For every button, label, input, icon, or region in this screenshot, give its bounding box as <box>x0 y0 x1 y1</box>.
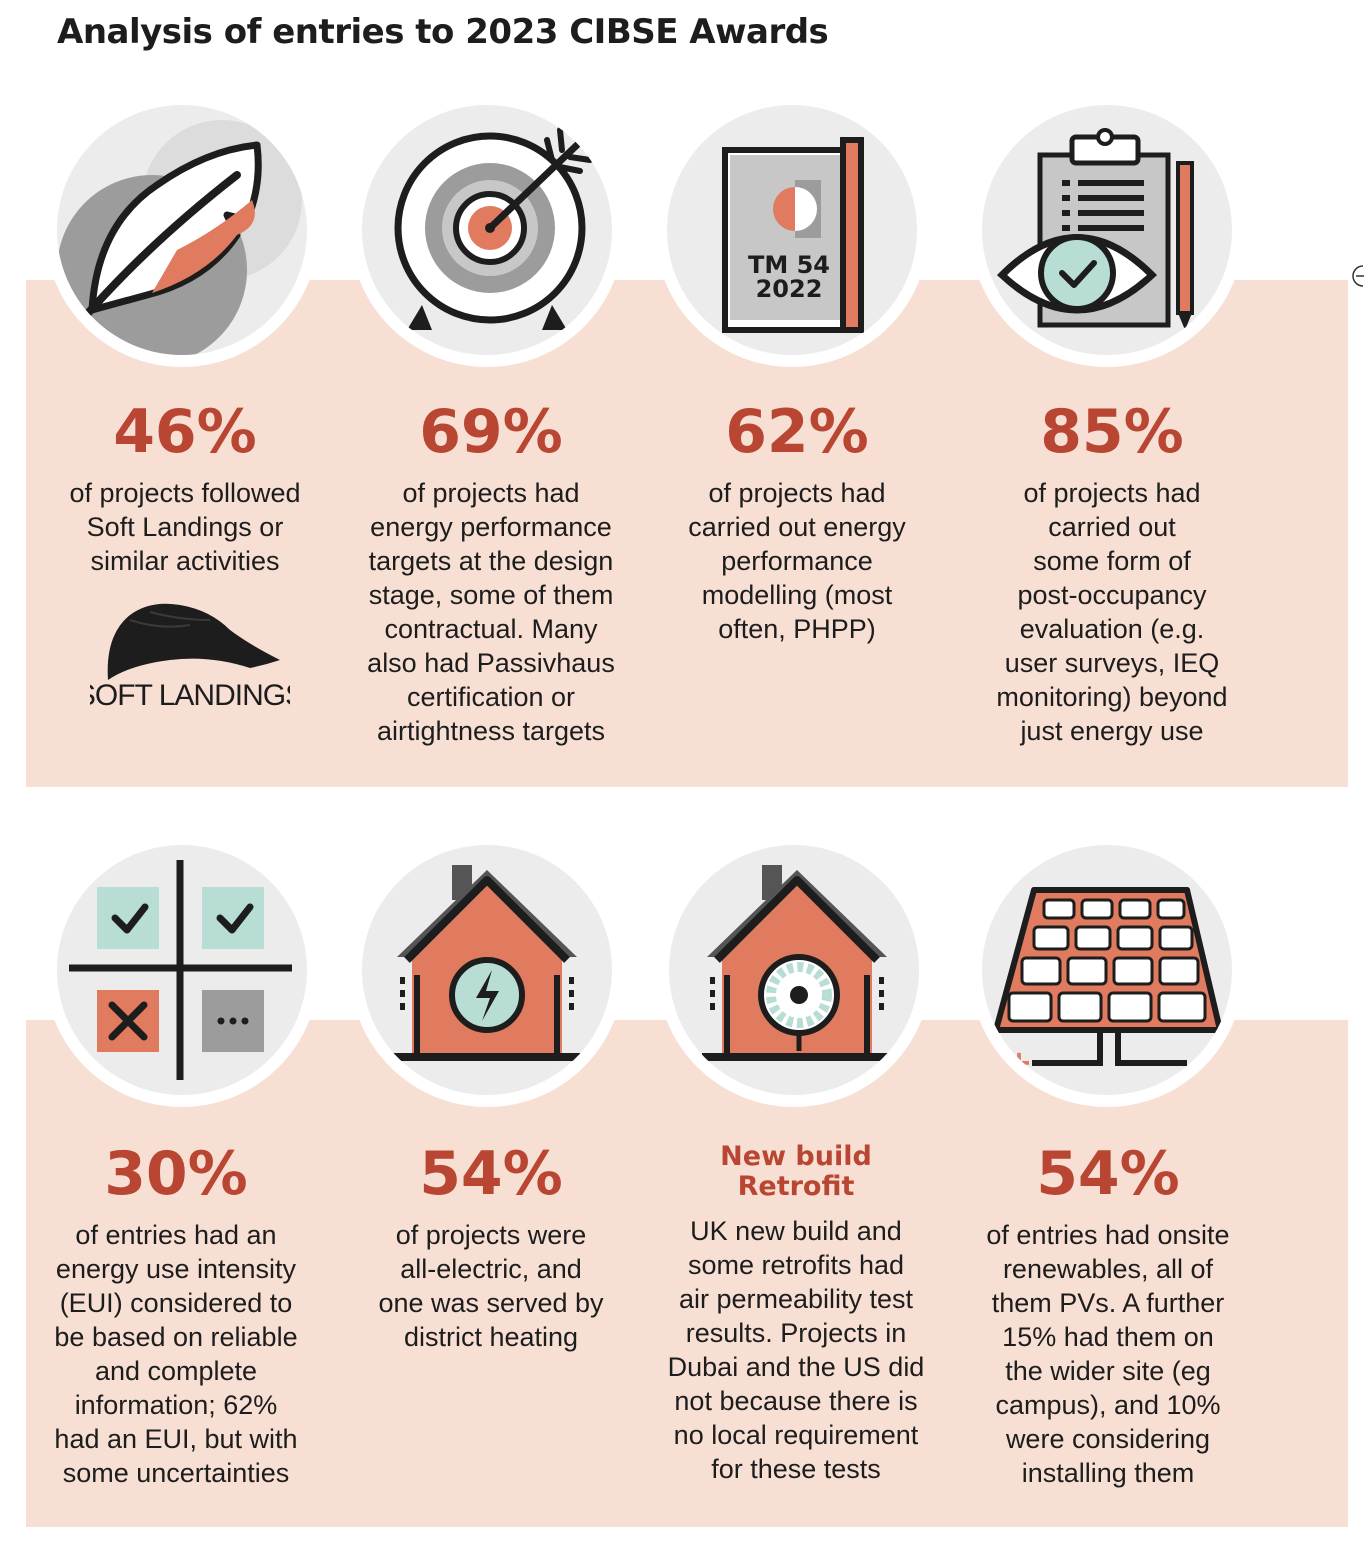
target-icon <box>394 127 593 330</box>
solar-panel-icon-circle: + − <box>970 833 1244 1107</box>
feather-icon <box>57 120 302 355</box>
stat-heading-line1: New build <box>720 1141 872 1172</box>
page-title: Analysis of entries to 2023 CIBSE Awards <box>57 12 829 52</box>
stat-description: of projects followed Soft Landings or si… <box>69 478 301 576</box>
stat-value: 46% <box>113 397 257 467</box>
stat-energy-modelling: 62% of projects had carried out energy p… <box>647 400 947 646</box>
clipboard-eye-icon-circle <box>970 93 1244 367</box>
stat-value: 85% <box>1040 397 1184 467</box>
stat-description: of projects had energy performance targe… <box>367 478 615 746</box>
solar-panel-icon: + − <box>993 887 1223 1081</box>
stat-post-occupancy: 85% of projects had carried out some for… <box>962 400 1262 748</box>
book-title-line2: 2022 <box>756 275 823 303</box>
stat-value: 54% <box>419 1139 563 1209</box>
soft-landings-logo: SOFT LANDINGS <box>90 603 290 712</box>
electric-house-icon-circle <box>350 833 624 1107</box>
checklist-grid-icon <box>69 860 292 1080</box>
target-icon-circle <box>350 93 624 367</box>
feather-icon-circle <box>45 93 319 367</box>
edge-mark-icon <box>1352 265 1364 287</box>
stat-all-electric: 54% of projects were all-electric, and o… <box>341 1142 641 1354</box>
book-icon-circle: TM 54 2022 <box>655 93 929 367</box>
stat-description: UK new build and some retrofits had air … <box>667 1216 925 1484</box>
checklist-grid-icon-circle <box>45 833 319 1107</box>
stat-value: 69% <box>419 397 563 467</box>
book-icon: TM 54 2022 <box>722 137 864 333</box>
plus-sign: + <box>1006 1043 1033 1081</box>
stat-description: of projects had carried out energy perfo… <box>688 478 906 644</box>
minus-sign: − <box>1191 1043 1218 1081</box>
clipboard-eye-icon <box>996 128 1194 330</box>
stat-soft-landings: 46% of projects followed Soft Landings o… <box>35 400 335 578</box>
stat-description: of projects were all-electric, and one w… <box>378 1220 604 1352</box>
stat-air-permeability: New build Retrofit UK new build and some… <box>646 1142 946 1486</box>
stat-value: 54% <box>1036 1139 1180 1209</box>
stat-energy-targets: 69% of projects had energy performance t… <box>341 400 641 748</box>
stat-heading-line2: Retrofit <box>737 1171 855 1202</box>
stat-description: of entries had an energy use intensity (… <box>54 1220 298 1488</box>
stat-eui-reliability: 30% of entries had an energy use intensi… <box>26 1142 326 1490</box>
book-title-line1: TM 54 <box>748 251 830 279</box>
electric-house-icon <box>392 865 582 1061</box>
stat-value: 30% <box>104 1139 248 1209</box>
stat-description: of entries had onsite renewables, all of… <box>986 1220 1230 1488</box>
stat-renewables: 54% of entries had onsite renewables, al… <box>958 1142 1258 1490</box>
stat-description: of projects had carried out some form of… <box>996 478 1228 746</box>
fan-house-icon-circle <box>657 833 931 1107</box>
stat-value: 62% <box>725 397 869 467</box>
fan-house-icon <box>702 865 892 1061</box>
logo-text: SOFT LANDINGS <box>90 679 290 712</box>
